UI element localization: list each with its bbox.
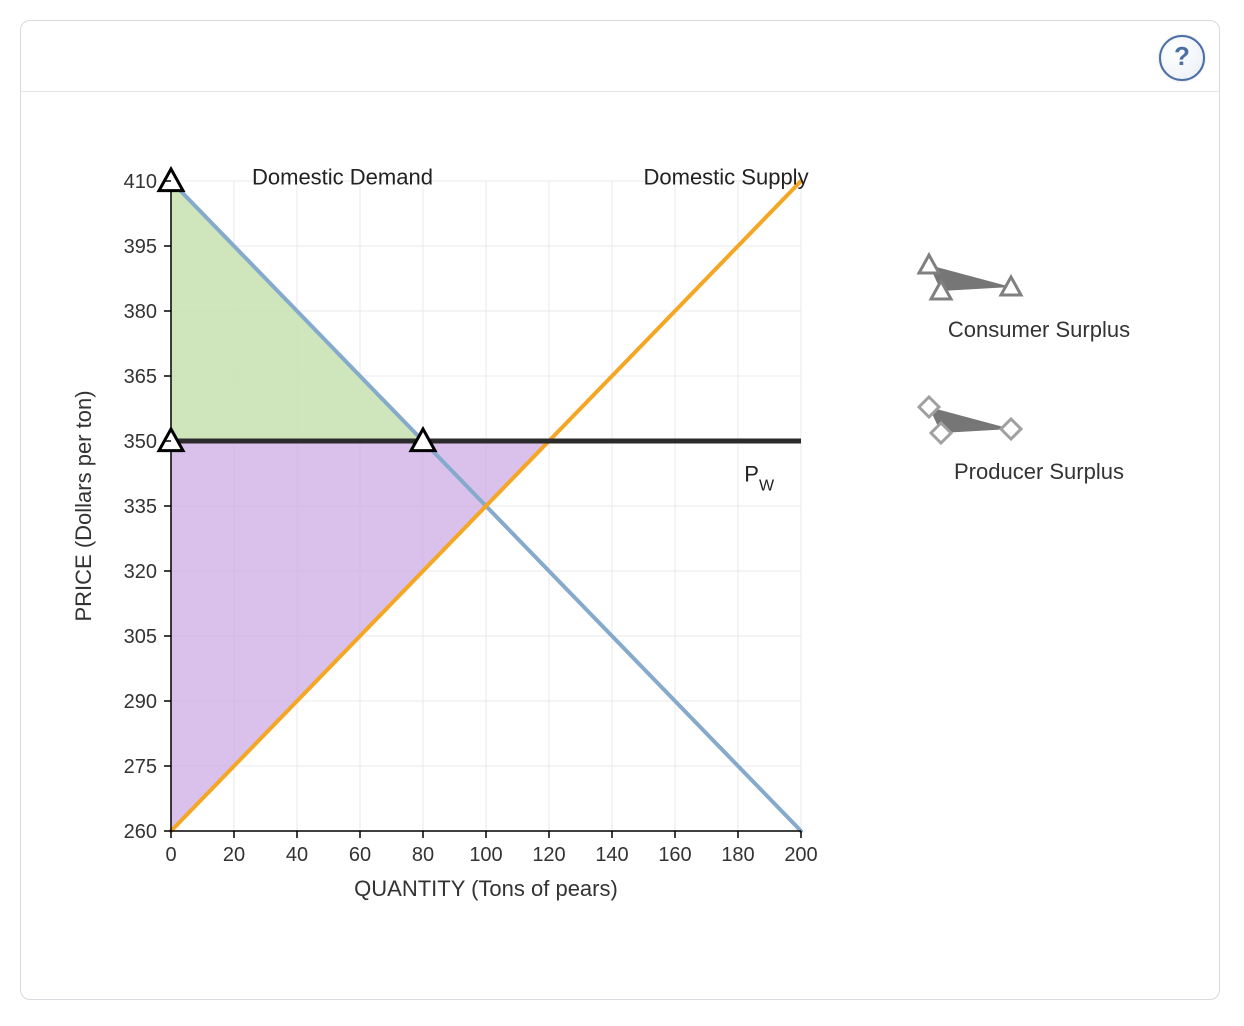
svg-text:Domestic Demand: Domestic Demand	[252, 165, 433, 190]
card-content: 0 20 40 60 80 100 120 140 160 180 200 260 275 290 305 3…	[21, 91, 1219, 999]
svg-text:80: 80	[412, 844, 434, 866]
svg-text:320: 320	[124, 561, 157, 583]
svg-text:PRICE (Dollars per ton): PRICE (Dollars per ton)	[71, 390, 96, 621]
svg-text:100: 100	[469, 844, 502, 866]
svg-text:275: 275	[124, 756, 157, 778]
legend-consumer-surplus[interactable]: Consumer Surplus	[899, 251, 1179, 343]
legend-producer-label: Producer Surplus	[899, 459, 1179, 485]
svg-text:260: 260	[124, 821, 157, 843]
legend-producer-surplus[interactable]: Producer Surplus	[899, 393, 1179, 485]
svg-text:60: 60	[349, 844, 371, 866]
svg-text:180: 180	[721, 844, 754, 866]
svg-text:120: 120	[532, 844, 565, 866]
svg-text:335: 335	[124, 496, 157, 518]
svg-text:20: 20	[223, 844, 245, 866]
question-card: ? 0 20 40 60 80 100 120 140 160 180 200 260 275 290 30…	[20, 20, 1220, 1000]
svg-text:200: 200	[784, 844, 817, 866]
svg-text:305: 305	[124, 626, 157, 648]
help-button[interactable]: ?	[1159, 35, 1205, 81]
svg-text:40: 40	[286, 844, 308, 866]
svg-text:395: 395	[124, 236, 157, 258]
legend-panel: Consumer Surplus Producer Surplus	[899, 251, 1179, 535]
svg-text:PW: PW	[744, 462, 775, 495]
svg-text:0: 0	[165, 844, 176, 866]
svg-text:380: 380	[124, 301, 157, 323]
svg-text:Domestic Supply: Domestic Supply	[644, 165, 809, 190]
svg-text:290: 290	[124, 691, 157, 713]
svg-text:160: 160	[658, 844, 691, 866]
legend-consumer-label: Consumer Surplus	[899, 317, 1179, 343]
svg-text:365: 365	[124, 366, 157, 388]
supply-demand-chart[interactable]: 0 20 40 60 80 100 120 140 160 180 200 260 275 290 305 3…	[61, 151, 861, 971]
svg-text:350: 350	[124, 431, 157, 453]
svg-text:140: 140	[595, 844, 628, 866]
svg-text:410: 410	[124, 171, 157, 193]
svg-text:QUANTITY (Tons of pears): QUANTITY (Tons of pears)	[354, 876, 618, 901]
card-header: ?	[21, 21, 1219, 92]
